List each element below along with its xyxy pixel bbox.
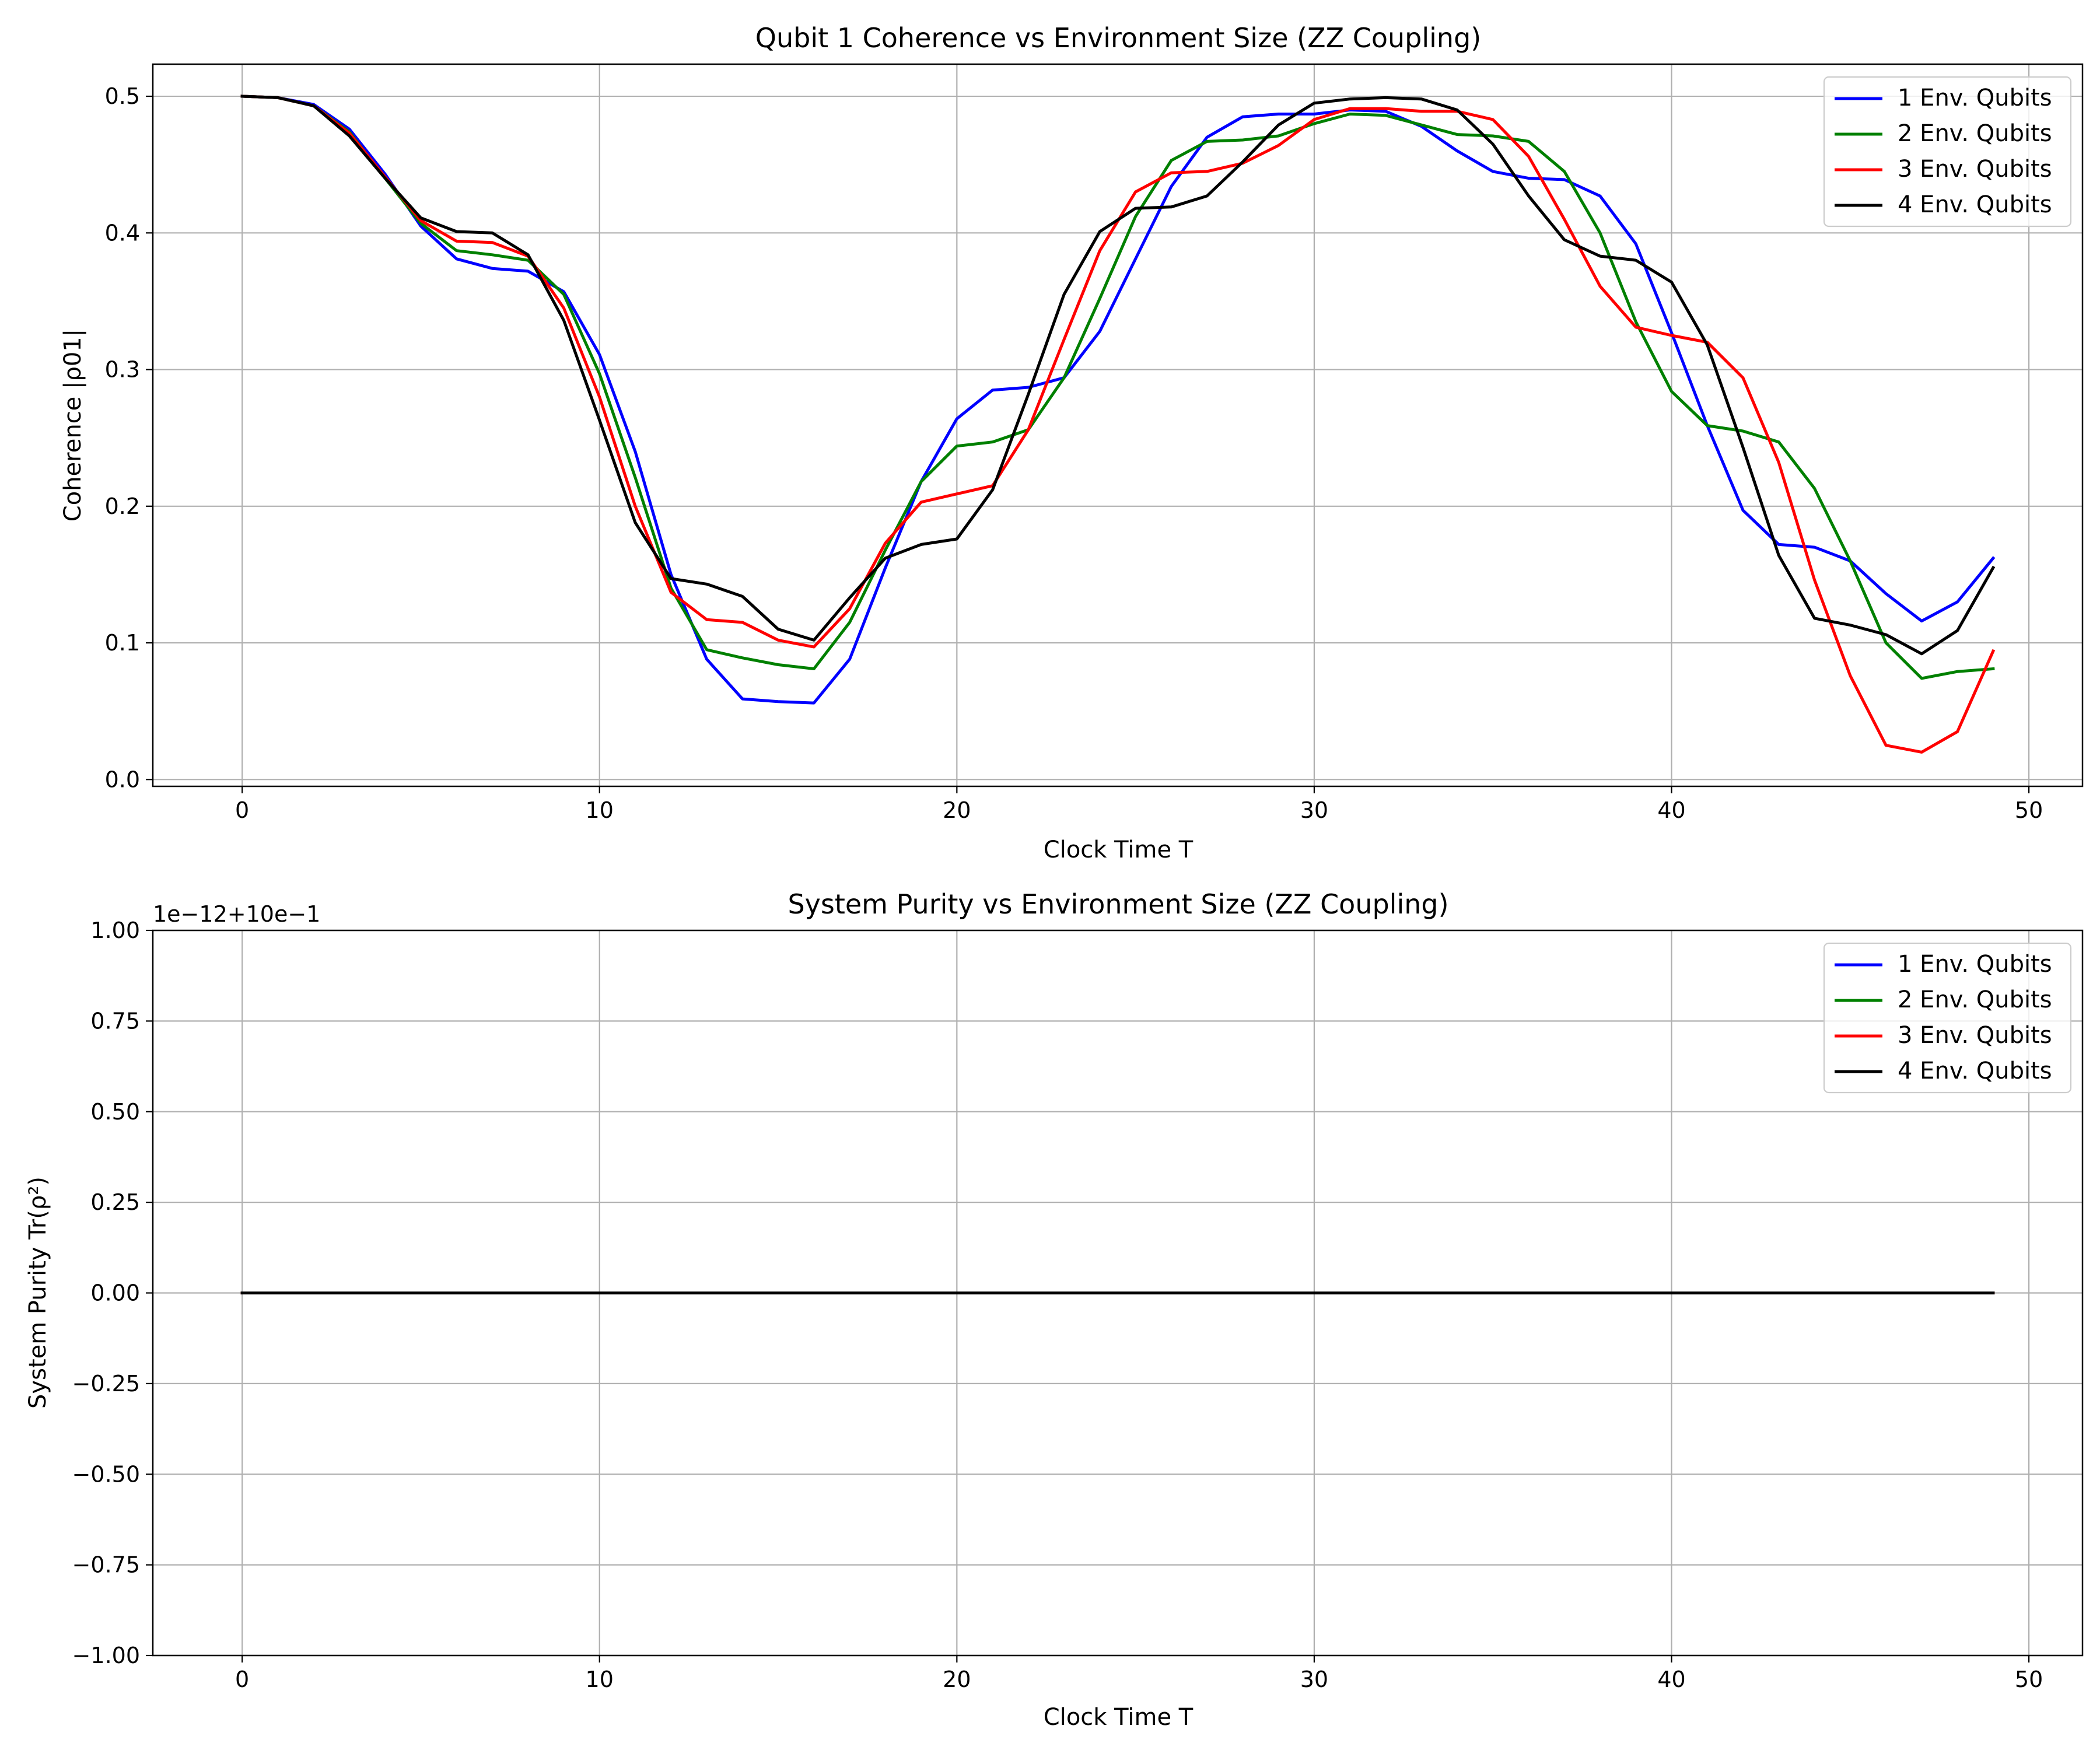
purity-y-tick-label: 0.75 bbox=[90, 1008, 140, 1034]
purity-chart: System Purity vs Environment Size (ZZ Co… bbox=[24, 888, 2084, 1731]
purity-x-tick-label: 30 bbox=[1300, 1667, 1328, 1692]
purity-x-axis-label: Clock Time T bbox=[1044, 1704, 1194, 1731]
purity-legend: 1 Env. Qubits 2 Env. Qubits 3 Env. Qubits 4… bbox=[1823, 942, 2072, 1094]
purity-y-tick-label: 0.25 bbox=[90, 1189, 140, 1215]
purity-legend-label-2: 2 Env. Qubits bbox=[1898, 986, 2052, 1013]
coherence-legend: 1 Env. Qubits 2 Env. Qubits 3 Env. Qubits 4… bbox=[1823, 76, 2072, 228]
coherence-legend-box bbox=[1823, 76, 2072, 228]
coherence-series-line-1 bbox=[240, 94, 1996, 705]
coherence-x-axis-label: Clock Time T bbox=[1044, 836, 1194, 863]
purity-y-tick-label: 1.00 bbox=[90, 918, 140, 943]
coherence-legend-label-4: 4 Env. Qubits bbox=[1898, 191, 2052, 218]
coherence-axes-frame bbox=[152, 63, 2084, 788]
purity-legend-label-1: 1 Env. Qubits bbox=[1898, 951, 2052, 978]
coherence-x-tick-label: 20 bbox=[943, 797, 971, 823]
purity-y-tick-label: −0.75 bbox=[72, 1552, 140, 1578]
coherence-y-tick-label: 0.0 bbox=[105, 766, 140, 792]
coherence-y-tick-label: 0.3 bbox=[105, 357, 140, 383]
purity-legend-box bbox=[1823, 942, 2072, 1094]
coherence-x-tick-label: 10 bbox=[586, 797, 614, 823]
purity-y-tick-label: −1.00 bbox=[72, 1643, 140, 1668]
coherence-y-tick-label: 0.1 bbox=[105, 630, 140, 656]
coherence-legend-label-2: 2 Env. Qubits bbox=[1898, 120, 2052, 147]
coherence-legend-label-3: 3 Env. Qubits bbox=[1898, 156, 2052, 183]
purity-y-tick-label: −0.50 bbox=[72, 1461, 140, 1487]
purity-x-tick-label: 50 bbox=[2015, 1667, 2043, 1692]
coherence-series-line-4 bbox=[240, 94, 1996, 656]
coherence-y-tick-label: 0.2 bbox=[105, 494, 140, 519]
purity-x-tick-label: 20 bbox=[943, 1667, 971, 1692]
purity-y-axis-label: System Purity Tr(ρ²) bbox=[24, 1177, 51, 1409]
purity-y-tick-label: 0.00 bbox=[90, 1280, 140, 1306]
purity-y-tick-label: −0.25 bbox=[72, 1371, 140, 1396]
coherence-y-axis-label: Coherence |ρ01| bbox=[60, 329, 86, 522]
purity-y-tick-label: 0.50 bbox=[90, 1099, 140, 1125]
coherence-x-tick-label: 0 bbox=[235, 797, 249, 823]
coherence-legend-label-1: 1 Env. Qubits bbox=[1898, 85, 2052, 111]
coherence-x-tick-label: 30 bbox=[1300, 797, 1328, 823]
coherence-y-tick-label: 0.5 bbox=[105, 83, 140, 109]
purity-x-tick-label: 10 bbox=[586, 1667, 614, 1692]
coherence-chart-title: Qubit 1 Coherence vs Environment Size (Z… bbox=[755, 22, 1481, 54]
coherence-chart: Qubit 1 Coherence vs Environment Size (Z… bbox=[60, 22, 2084, 863]
coherence-x-tick-label: 50 bbox=[2015, 797, 2043, 823]
purity-legend-label-3: 3 Env. Qubits bbox=[1898, 1022, 2052, 1049]
coherence-y-tick-label: 0.4 bbox=[105, 220, 140, 246]
purity-chart-title: System Purity vs Environment Size (ZZ Co… bbox=[788, 888, 1448, 920]
purity-legend-label-4: 4 Env. Qubits bbox=[1898, 1058, 2052, 1084]
purity-offset-text: 1e−12+10e−1 bbox=[153, 901, 320, 927]
purity-x-tick-label: 0 bbox=[235, 1667, 249, 1692]
coherence-x-tick-label: 40 bbox=[1657, 797, 1685, 823]
purity-x-tick-label: 40 bbox=[1657, 1667, 1685, 1692]
